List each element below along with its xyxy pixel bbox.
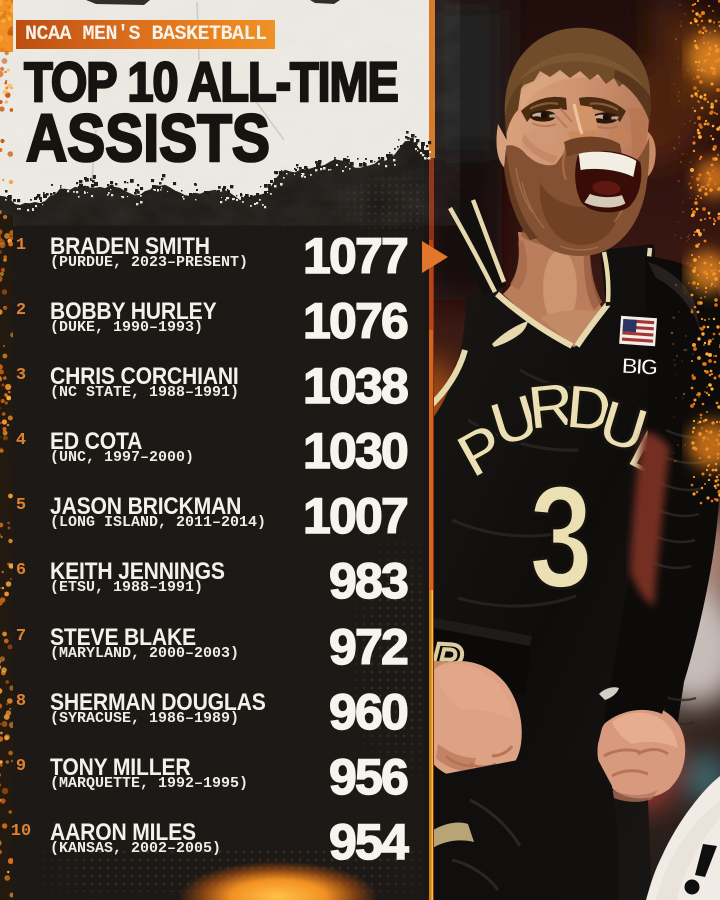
svg-text:3: 3 bbox=[529, 454, 592, 618]
svg-text:R: R bbox=[524, 368, 577, 444]
svg-text:D: D bbox=[563, 370, 615, 446]
svg-text:BIG: BIG bbox=[621, 353, 657, 380]
